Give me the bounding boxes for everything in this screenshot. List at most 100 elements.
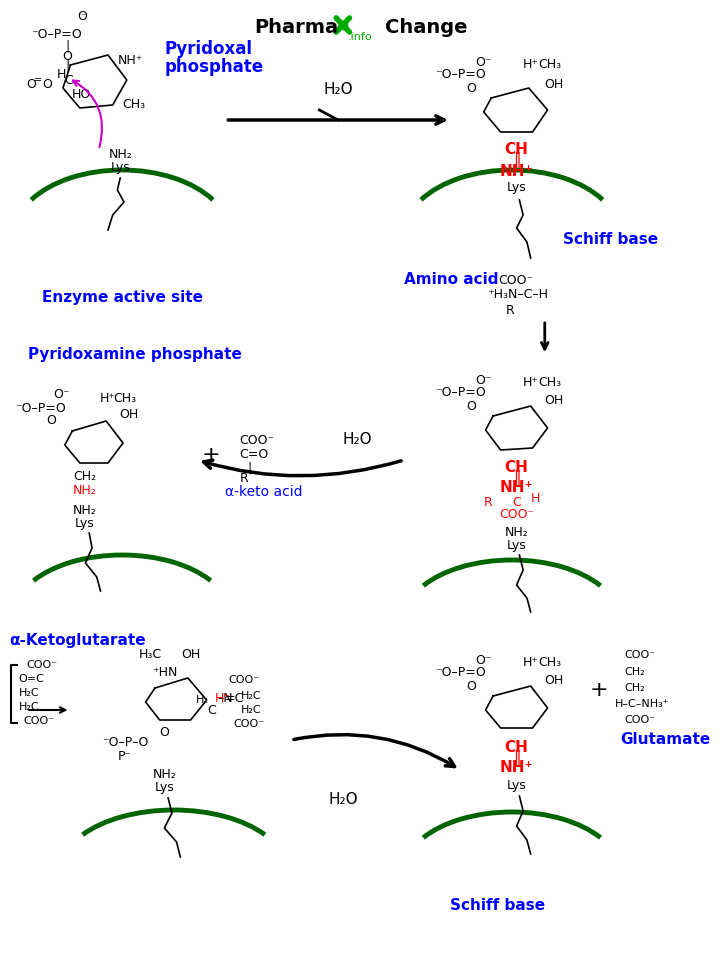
Text: Glutamate: Glutamate <box>620 732 710 747</box>
Text: Schiff base: Schiff base <box>563 233 658 248</box>
Text: O⁻: O⁻ <box>53 389 69 402</box>
Text: NH₂: NH₂ <box>505 525 528 539</box>
Text: O=C: O=C <box>19 674 45 684</box>
Text: COO⁻: COO⁻ <box>624 715 656 725</box>
Text: O: O <box>47 414 57 428</box>
Text: ⁻O–P=O: ⁻O–P=O <box>435 69 485 81</box>
Text: O⁻: O⁻ <box>475 654 492 666</box>
Text: H₂C: H₂C <box>19 688 40 698</box>
Text: COO⁻: COO⁻ <box>27 660 58 670</box>
Text: H⁺: H⁺ <box>215 692 230 704</box>
Text: Lys: Lys <box>75 517 94 529</box>
Text: Lys: Lys <box>507 539 526 551</box>
Text: Lys: Lys <box>507 182 526 194</box>
Text: C: C <box>64 74 73 86</box>
Text: H₂C: H₂C <box>240 691 261 701</box>
Text: ⁺H₃N–C–H: ⁺H₃N–C–H <box>487 288 549 301</box>
Text: NH₂: NH₂ <box>108 148 132 162</box>
Text: CH₃: CH₃ <box>538 58 561 72</box>
Text: Schiff base: Schiff base <box>450 899 545 914</box>
Text: R: R <box>484 496 492 508</box>
Text: OH: OH <box>544 393 564 407</box>
Text: +: + <box>590 680 608 700</box>
Text: H₂C: H₂C <box>240 705 261 715</box>
Text: COO⁻: COO⁻ <box>229 675 260 685</box>
Text: CH: CH <box>505 741 528 755</box>
Text: ⁻O–P–O: ⁻O–P–O <box>102 736 148 748</box>
Text: COO⁻: COO⁻ <box>498 274 533 286</box>
Text: O: O <box>26 78 36 92</box>
Text: CH: CH <box>505 460 528 476</box>
Text: COO⁻: COO⁻ <box>233 719 264 729</box>
Text: CH₂: CH₂ <box>73 471 96 483</box>
Text: H₂: H₂ <box>196 695 208 705</box>
Text: |: | <box>66 60 70 73</box>
Text: O: O <box>78 10 88 23</box>
Text: COO⁻: COO⁻ <box>499 508 534 522</box>
Text: NH₂: NH₂ <box>73 484 96 498</box>
Text: CH₂: CH₂ <box>624 667 645 677</box>
Text: H⁺: H⁺ <box>523 58 539 72</box>
Text: –N: –N <box>217 692 233 704</box>
Text: O⁻: O⁻ <box>475 373 492 387</box>
Text: ⁻: ⁻ <box>81 12 86 22</box>
Text: H: H <box>531 492 540 504</box>
Text: O: O <box>63 50 73 63</box>
Text: O: O <box>467 399 477 412</box>
Text: H₂O: H₂O <box>342 433 372 448</box>
Text: CH₃: CH₃ <box>538 657 561 670</box>
Text: CH: CH <box>505 143 528 158</box>
Text: COO⁻: COO⁻ <box>24 716 55 726</box>
Text: P⁻: P⁻ <box>118 749 132 763</box>
Text: NH₂: NH₂ <box>73 503 96 517</box>
Text: COO⁻: COO⁻ <box>624 650 656 660</box>
Text: |: | <box>247 461 251 475</box>
Text: OH: OH <box>119 409 138 421</box>
Text: COO⁻: COO⁻ <box>240 434 274 447</box>
Text: Pharma: Pharma <box>254 18 338 37</box>
Text: HO: HO <box>72 88 91 101</box>
Text: Amino acid: Amino acid <box>404 273 498 287</box>
Text: ‖: ‖ <box>513 152 521 168</box>
Text: NH⁺: NH⁺ <box>117 54 143 66</box>
Text: ‖: ‖ <box>513 750 521 766</box>
Text: α-keto acid: α-keto acid <box>225 485 303 499</box>
Text: CH₃: CH₃ <box>122 99 145 112</box>
Text: ⁻O–P=O: ⁻O–P=O <box>435 387 485 399</box>
Text: α-Ketoglutarate: α-Ketoglutarate <box>9 633 146 648</box>
Text: H⁺: H⁺ <box>100 391 116 405</box>
Text: CH₃: CH₃ <box>113 391 137 405</box>
Text: Lys: Lys <box>155 782 174 794</box>
Text: O: O <box>467 81 477 95</box>
Text: Lys: Lys <box>110 162 130 174</box>
Text: H₂O: H₂O <box>328 792 358 808</box>
Text: OH: OH <box>544 78 564 92</box>
Text: ⁻O–P=O: ⁻O–P=O <box>15 402 66 414</box>
Text: NH⁺: NH⁺ <box>500 480 534 496</box>
Text: CH₂: CH₂ <box>624 683 645 693</box>
Text: OH: OH <box>181 649 200 661</box>
Text: phosphate: phosphate <box>164 58 264 76</box>
Text: C: C <box>207 703 216 717</box>
Text: NH⁺: NH⁺ <box>500 165 534 180</box>
Text: H⁺: H⁺ <box>523 376 539 389</box>
Text: H₂C: H₂C <box>19 702 40 712</box>
Text: ⁺HN: ⁺HN <box>152 665 177 679</box>
Text: C: C <box>512 496 521 508</box>
Text: =: = <box>34 75 42 85</box>
Text: CH₃: CH₃ <box>538 376 561 389</box>
Text: O: O <box>467 679 477 693</box>
Text: Pyridoxal: Pyridoxal <box>164 40 253 58</box>
Text: ⁻O–P=O: ⁻O–P=O <box>31 28 82 41</box>
Text: .info: .info <box>348 32 372 42</box>
Text: R: R <box>240 472 248 484</box>
Text: R: R <box>505 303 514 317</box>
Text: H⁺: H⁺ <box>523 657 539 670</box>
Text: H–C–NH₃⁺: H–C–NH₃⁺ <box>615 699 670 709</box>
Text: |: | <box>66 40 70 53</box>
Text: C=O: C=O <box>240 449 269 461</box>
Text: H₂O: H₂O <box>323 82 353 98</box>
Text: Pyridoxamine phosphate: Pyridoxamine phosphate <box>28 347 242 363</box>
Text: H₃C: H₃C <box>139 649 162 661</box>
Text: NH⁺: NH⁺ <box>500 761 534 775</box>
